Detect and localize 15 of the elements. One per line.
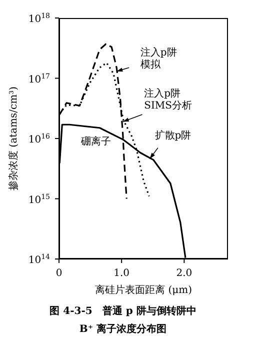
y-tick-label: 10$^{15}$ xyxy=(28,192,50,206)
x-tick-label: 2.0 xyxy=(176,268,192,279)
text: 注入p阱模拟 xyxy=(140,46,177,70)
x-axis-title: 离硅片表面距离 (μm) xyxy=(95,284,192,296)
series-label: 扩散p阱 xyxy=(154,130,192,142)
y-tick-label: 10$^{14}$ xyxy=(28,253,51,266)
y-tick-label: 10$^{16}$ xyxy=(28,132,51,146)
text: 注入p阱SIMS分析 xyxy=(144,87,192,112)
x-tick-label: 0 xyxy=(56,268,62,279)
x-tick-label: 1.0 xyxy=(114,268,130,279)
y-tick-label: 10$^{18}$ xyxy=(28,12,50,25)
annotation: 硼离子 xyxy=(80,136,111,148)
y-axis-title: 掺杂浓度 (atams/cm³) xyxy=(8,86,20,190)
y-tick-label: 10$^{17}$ xyxy=(28,72,50,86)
text: 图 4-3-5 普通 p 阱与倒转阱中 B⁺ 离子浓度分布图 xyxy=(48,304,198,337)
